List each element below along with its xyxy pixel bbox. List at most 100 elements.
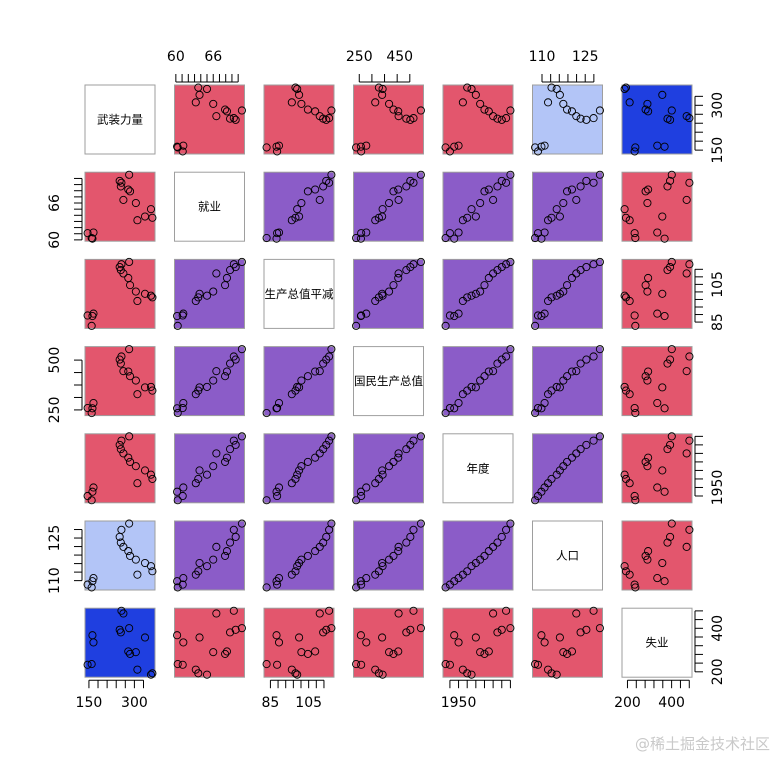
point-r4-c3-2 [356,487,365,496]
point-r6-c5-5 [547,669,556,678]
point-r6-c3-2 [356,631,365,640]
point-r2-c0-7 [140,289,150,298]
point-r4-c2-10 [311,453,320,462]
point-r3-c0-4 [133,390,142,399]
point-r6-c5-11 [572,609,581,618]
point-r2-c1-0 [173,321,182,330]
point-r3-c5-15 [595,345,604,354]
point-r2-c4-12 [493,266,502,275]
point-r1-c2-9 [303,187,312,196]
point-r0-c1-8 [209,99,218,108]
point-r0-c6-0 [631,143,640,152]
point-r0-c1-4 [191,98,200,107]
point-r4-c5-14 [589,436,598,445]
point-r0-c2-15 [327,106,336,115]
point-r4-c0-12 [116,445,125,454]
panel-r0-c6 [621,84,693,155]
point-r1-c6-2 [660,234,669,243]
point-r0-c4-10 [484,107,493,116]
point-r4-c3-3 [362,483,371,492]
point-r5-c0-9 [126,551,135,560]
point-r2-c6-2 [660,311,669,321]
point-r1-c0-8 [131,198,140,208]
point-r2-c6-5 [621,293,631,302]
point-r6-c2-0 [262,660,271,669]
diagonal-panel-v6 [621,607,693,678]
point-r3-c6-7 [658,383,667,392]
point-r4-c0-13 [115,440,124,449]
point-r1-c6-12 [663,182,672,191]
panel-r1-c0 [84,171,156,242]
point-r3-c1-11 [212,367,221,376]
point-r1-c5-6 [552,205,561,214]
point-r4-c0-1 [83,491,92,501]
point-r6-c0-6 [146,670,156,679]
point-r5-c6-15 [667,519,676,528]
point-r3-c6-11 [682,367,691,376]
point-r6-c3-3 [362,638,371,647]
point-r1-c4-0 [441,233,450,243]
point-r0-c6-11 [682,112,691,121]
point-r2-c1-15 [237,257,246,267]
axis-label-bottom-v4-0: 1950 [441,695,477,711]
point-r2-c1-10 [222,273,232,283]
point-r0-c2-0 [262,143,271,152]
point-r1-c5-10 [567,185,577,194]
panel-r0-c3 [353,84,424,155]
watermark-text: @稀土掘金技术社区 [634,735,770,753]
point-r6-c3-6 [378,670,387,679]
point-r6-c0-10 [124,647,133,656]
point-r6-c1-15 [237,624,246,633]
point-r4-c2-8 [297,462,306,471]
point-r2-c0-14 [117,260,126,269]
point-r4-c0-2 [88,487,97,496]
point-r1-c3-12 [402,182,411,191]
point-r3-c4-11 [489,367,498,376]
point-r6-c0-0 [87,660,96,669]
point-r6-c4-10 [484,647,493,656]
point-r3-c2-15 [327,345,336,354]
point-r1-c2-10 [311,185,320,194]
point-r3-c5-1 [533,403,543,413]
point-r2-c4-1 [445,311,454,320]
point-r1-c4-5 [463,213,472,222]
point-r3-c1-15 [237,345,246,354]
point-r2-c4-6 [467,291,476,300]
point-r6-c1-11 [212,609,221,618]
point-r0-c2-1 [273,147,282,156]
point-r6-c4-5 [463,669,472,678]
point-r2-c6-3 [653,309,662,318]
point-r6-c0-11 [119,609,128,618]
point-r1-c3-8 [385,198,394,208]
point-r0-c6-14 [685,114,694,123]
point-r4-c3-1 [357,491,366,501]
axis-label-left-v5-0: 110 [47,567,63,594]
point-r5-c3-9 [389,551,398,560]
panel-r4-c1 [174,433,245,504]
point-r5-c1-5 [194,567,203,576]
point-r6-c5-6 [552,670,561,679]
point-r6-c0-14 [117,606,126,615]
point-r6-c2-2 [272,631,281,640]
point-r2-c3-8 [385,287,394,296]
point-r6-c5-7 [555,633,564,642]
point-r4-c0-10 [124,453,133,462]
point-r0-c2-10 [311,107,320,116]
point-r1-c0-3 [89,228,98,237]
panel-r6-c3 [353,607,424,678]
point-r5-c0-5 [148,567,157,576]
point-r6-c0-5 [148,669,157,678]
point-r0-c1-0 [173,143,182,152]
axis-label-left-v3-0: 250 [47,397,63,424]
point-r5-c1-2 [173,577,182,586]
point-r3-c1-12 [226,359,235,368]
point-r4-c6-5 [621,474,631,483]
point-r6-c2-15 [327,624,336,633]
point-r6-c3-1 [357,660,366,669]
point-r0-c6-10 [644,107,653,116]
point-r2-c0-5 [148,293,157,302]
point-r0-c5-2 [537,142,546,151]
point-r5-c2-8 [297,555,306,564]
point-r3-c4-1 [445,403,454,413]
point-r4-c5-13 [582,440,591,449]
